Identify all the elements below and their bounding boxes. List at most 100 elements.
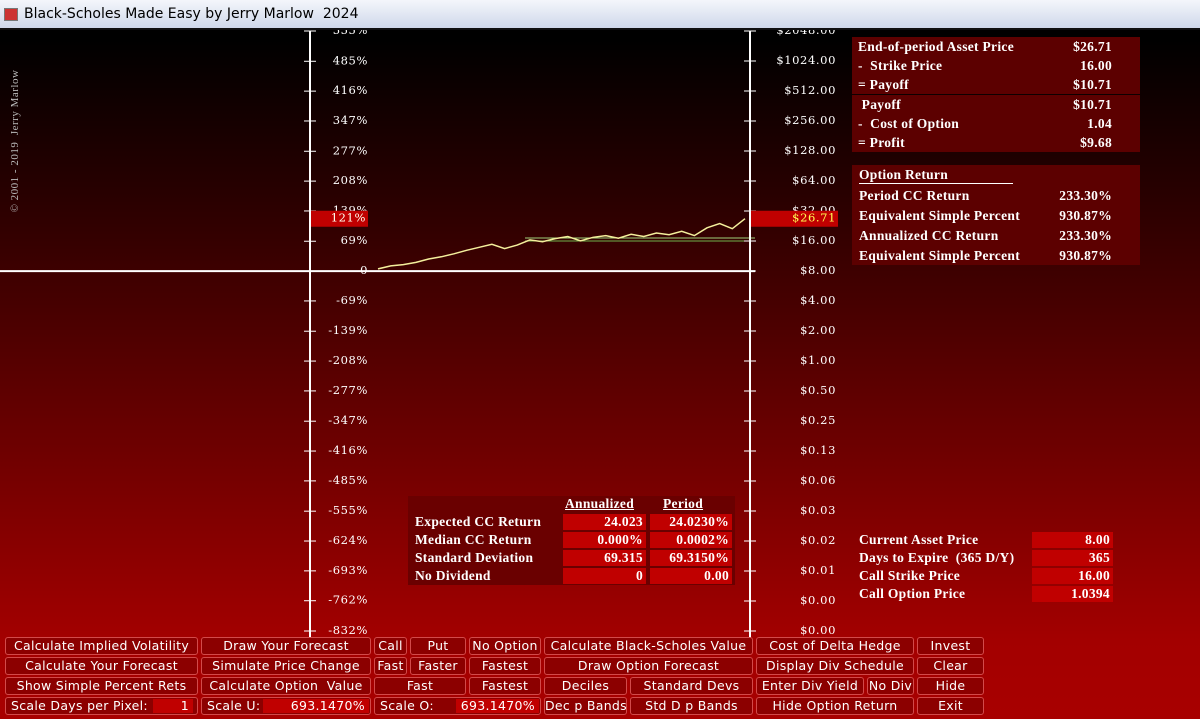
button[interactable]: Hide Option Return: [756, 697, 914, 715]
button[interactable]: Calculate Option Value: [201, 677, 371, 695]
button[interactable]: Hide: [917, 677, 984, 695]
button[interactable]: Std D p Bands: [630, 697, 753, 715]
price-tick-label: $256.00: [784, 113, 836, 127]
panel-label: Payoff: [858, 97, 901, 112]
current-price-box: [751, 210, 838, 227]
stats-header: Period: [663, 496, 704, 511]
y-tick-label: -347%: [328, 413, 368, 427]
button[interactable]: Scale O: 693.1470%: [374, 697, 541, 715]
button[interactable]: Deciles: [544, 677, 627, 695]
panel-value: $10.71: [1073, 97, 1112, 112]
button[interactable]: Dec p Bands: [544, 697, 627, 715]
return-label: Equivalent Simple Percent: [859, 208, 1020, 223]
stats-value: 0.0002%: [650, 532, 732, 548]
button-value[interactable]: 693.1470%: [263, 699, 369, 713]
price-tick-label: $128.00: [784, 143, 836, 157]
button-value[interactable]: 1: [153, 699, 193, 713]
y-tick-label: 0: [360, 263, 368, 277]
button[interactable]: No Div: [867, 677, 914, 695]
price-path: [377, 218, 746, 270]
stats-label: Median CC Return: [415, 532, 532, 547]
button[interactable]: Draw Option Forecast: [544, 657, 753, 675]
input-value[interactable]: 1.0394: [1032, 586, 1113, 602]
button-label: Scale Days per Pixel:: [11, 698, 148, 713]
price-tick-label: $4.00: [800, 293, 836, 307]
price-tick-label: $8.00: [800, 263, 836, 277]
button[interactable]: Faster: [410, 657, 466, 675]
button[interactable]: Calculate Your Forecast: [5, 657, 198, 675]
button[interactable]: Draw Your Forecast: [201, 637, 371, 655]
button[interactable]: Show Simple Percent Rets: [5, 677, 198, 695]
panel-value: $26.71: [1073, 39, 1112, 54]
button[interactable]: Display Div Schedule: [756, 657, 914, 675]
y-tick-label: 277%: [333, 143, 368, 157]
input-label: Current Asset Price: [859, 532, 979, 547]
panel-value: $10.71: [1073, 77, 1112, 92]
panel-label: = Profit: [858, 135, 905, 150]
button[interactable]: No Option: [469, 637, 541, 655]
button[interactable]: Fastest: [469, 677, 541, 695]
price-tick-label: $0.06: [800, 473, 836, 487]
y-tick-label: 485%: [333, 53, 368, 67]
button[interactable]: Standard Devs: [630, 677, 753, 695]
button[interactable]: Calculate Implied Volatility: [5, 637, 198, 655]
button[interactable]: Scale U: 693.1470%: [201, 697, 371, 715]
button[interactable]: Cost of Delta Hedge: [756, 637, 914, 655]
y-tick-label: -208%: [328, 353, 368, 367]
input-label: Call Option Price: [859, 586, 966, 601]
button[interactable]: Fastest: [469, 657, 541, 675]
input-value[interactable]: 8.00: [1032, 532, 1113, 548]
stats-value: 69.3150%: [650, 550, 732, 566]
price-tick-label: $0.25: [800, 413, 836, 427]
profit-panel: [852, 95, 1140, 152]
panel-value: 16.00: [1080, 58, 1112, 73]
button[interactable]: Calculate Black-Scholes Value: [544, 637, 753, 655]
stats-value: 0.00: [650, 568, 732, 584]
return-label: Period CC Return: [859, 188, 970, 203]
button[interactable]: Enter Div Yield: [756, 677, 864, 695]
input-value[interactable]: 16.00: [1032, 568, 1113, 584]
stats-label: Expected CC Return: [415, 514, 542, 529]
payoff-panel: [852, 37, 1140, 94]
title-bar: Black-Scholes Made Easy by Jerry Marlow …: [0, 0, 1200, 30]
y-tick-label: -139%: [328, 323, 368, 337]
current-price-label: $26.71: [792, 211, 836, 225]
price-tick-label: $0.01: [800, 563, 836, 577]
copyright: © 2001 - 2019 Jerry Marlow: [9, 69, 21, 213]
panel-label: End-of-period Asset Price: [858, 39, 1014, 54]
price-tick-label: $512.00: [784, 83, 836, 97]
y-tick-label: 416%: [333, 83, 368, 97]
button-value[interactable]: 693.1470%: [456, 699, 539, 713]
button[interactable]: Call: [374, 637, 407, 655]
button[interactable]: Fast: [374, 677, 466, 695]
current-return-box: [311, 210, 368, 227]
input-value[interactable]: 365: [1032, 550, 1113, 566]
button[interactable]: Simulate Price Change: [201, 657, 371, 675]
button[interactable]: Exit: [917, 697, 984, 715]
button[interactable]: Clear: [917, 657, 984, 675]
button-label: Scale U:: [207, 698, 261, 713]
return-value: 930.87%: [1059, 248, 1112, 263]
button[interactable]: Put: [410, 637, 466, 655]
panel-value: 1.04: [1087, 116, 1112, 131]
panel-value: $9.68: [1080, 135, 1112, 150]
price-tick-label: $64.00: [792, 173, 836, 187]
return-value: 233.30%: [1059, 188, 1112, 203]
price-tick-label: $1024.00: [776, 53, 836, 67]
button-label: Scale O:: [380, 698, 434, 713]
button[interactable]: Fast: [374, 657, 407, 675]
button[interactable]: Invest: [917, 637, 984, 655]
stats-value: 0: [563, 568, 646, 584]
y-tick-label: 347%: [333, 113, 368, 127]
button[interactable]: Scale Days per Pixel: 1: [5, 697, 198, 715]
y-tick-label: -832%: [328, 623, 368, 637]
input-label: Days to Expire (365 D/Y): [859, 550, 1015, 565]
price-tick-label: $2.00: [800, 323, 836, 337]
y-tick-label: -416%: [328, 443, 368, 457]
window-title: Black-Scholes Made Easy by Jerry Marlow …: [24, 6, 359, 22]
stats-label: No Dividend: [415, 568, 491, 583]
current-return-label: 121%: [331, 211, 366, 225]
return-value: 233.30%: [1059, 228, 1112, 243]
y-tick-label: -69%: [336, 293, 368, 307]
